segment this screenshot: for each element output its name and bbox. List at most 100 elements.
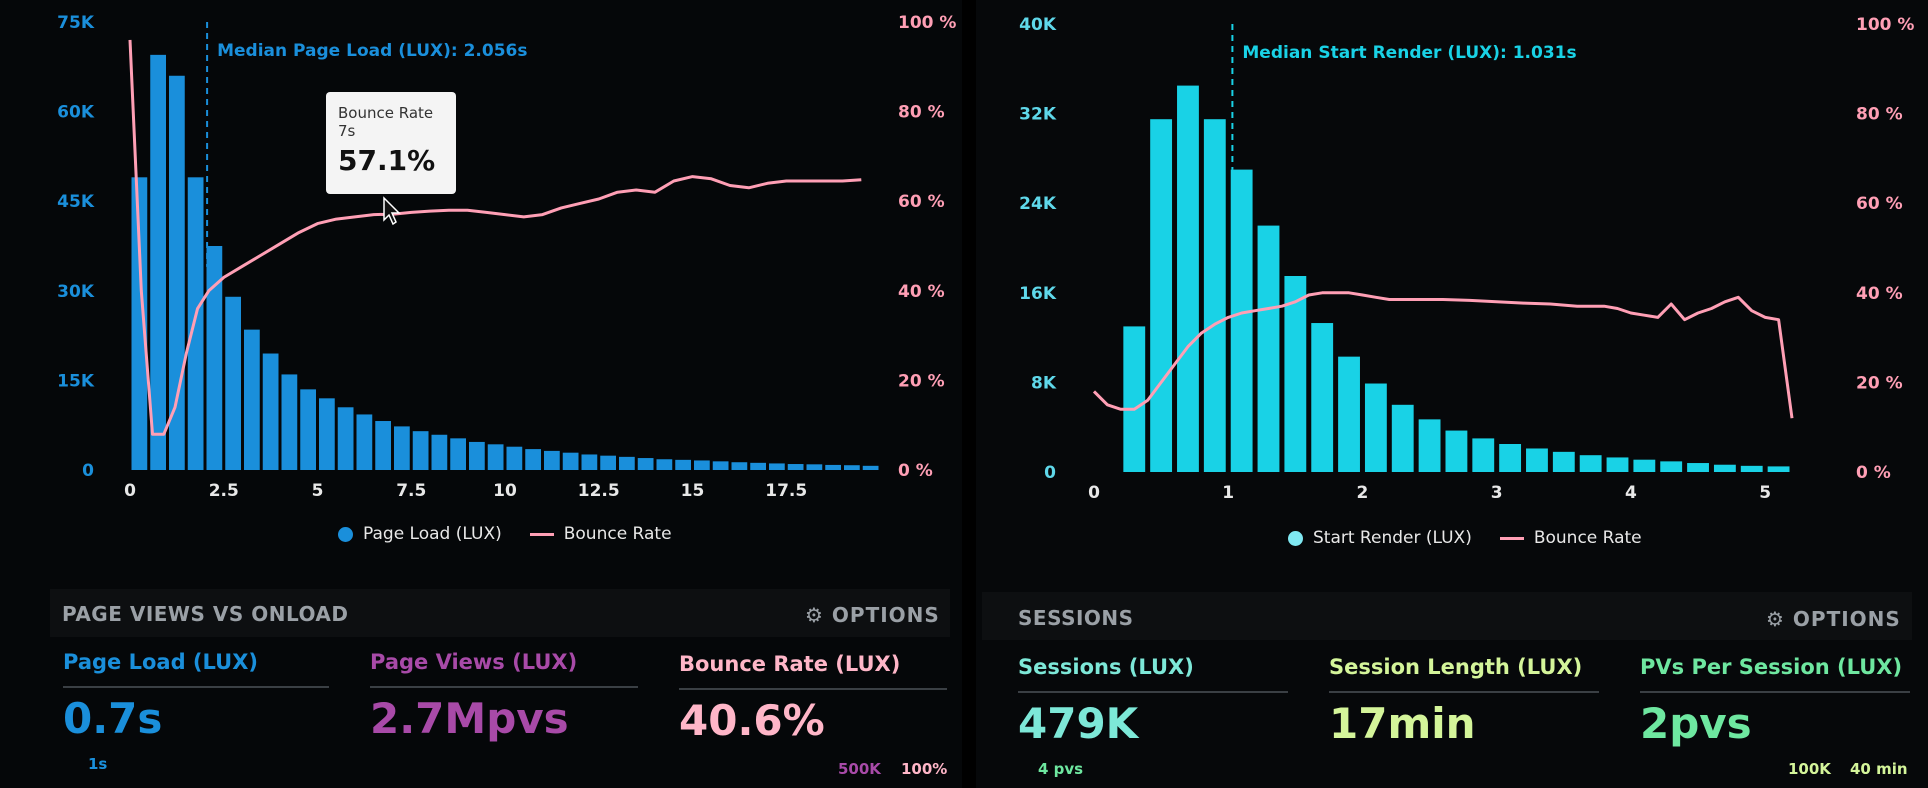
x-tick-label: 0 xyxy=(124,481,136,501)
bounce-rate-line xyxy=(128,39,862,436)
bar xyxy=(412,431,429,470)
bar xyxy=(825,464,841,470)
y2-tick-label: 0 % xyxy=(1856,463,1891,483)
gear-icon: ⚙ xyxy=(1766,607,1785,631)
y2-tick-label: 60 % xyxy=(898,192,945,212)
bar xyxy=(1606,457,1629,472)
bar xyxy=(281,374,298,470)
metric-label-bounce-rate: Bounce Rate (LUX) xyxy=(679,652,901,676)
metric-value-pvs-per-session: 2pvs xyxy=(1640,699,1752,748)
legend-item-start-render[interactable]: Start Render (LUX) xyxy=(1313,528,1472,548)
y2-tick-label: 0 % xyxy=(898,461,933,481)
y2-tick-label: 100 % xyxy=(1856,15,1914,35)
bar xyxy=(787,464,804,470)
bar xyxy=(731,462,748,470)
bar xyxy=(187,177,204,470)
bar xyxy=(750,462,766,470)
x-tick-label: 10 xyxy=(493,481,517,501)
bar xyxy=(375,421,391,470)
bar xyxy=(1767,466,1790,472)
right-panel: 0 8K 16K 24K 32K 40K 0 % 20 % 40 % 60 % 80 % 100 % 0… xyxy=(976,0,1928,788)
bar xyxy=(675,459,691,470)
options-label: OPTIONS xyxy=(831,603,940,627)
bar xyxy=(1230,169,1253,472)
bar xyxy=(844,465,860,470)
bar xyxy=(469,441,485,470)
bar xyxy=(1311,323,1334,472)
y-tick-label: 75K xyxy=(57,13,95,33)
metric-value-page-load: 0.7s xyxy=(63,694,163,743)
x-tick-label: 12.5 xyxy=(578,481,620,501)
y-tick-label: 30K xyxy=(57,282,95,302)
options-button[interactable]: ⚙ OPTIONS xyxy=(805,603,940,627)
start-render-histogram: 0 8K 16K 24K 32K 40K 0 % 20 % 40 % 60 % 80 % 100 % 0… xyxy=(1019,15,1914,503)
bar xyxy=(1687,463,1709,472)
legend-line-icon xyxy=(529,532,554,536)
bar xyxy=(506,446,523,470)
y-tick-label: 0 xyxy=(1044,463,1056,483)
bar xyxy=(169,75,185,470)
bar xyxy=(319,398,335,470)
bar xyxy=(244,329,260,470)
bar xyxy=(1364,383,1387,472)
divider xyxy=(63,686,329,688)
metric-value-bounce-rate: 40.6% xyxy=(679,696,825,745)
x-tick-label: 1 xyxy=(1222,483,1234,503)
options-button[interactable]: ⚙ OPTIONS xyxy=(1766,607,1901,631)
bar xyxy=(487,444,504,470)
metric-value-session-length: 17min xyxy=(1329,699,1476,748)
bar xyxy=(1526,448,1548,472)
bar xyxy=(1499,444,1522,472)
median-annotation: Median Page Load (LUX): 2.056s xyxy=(217,41,527,61)
metric-label-page-views: Page Views (LUX) xyxy=(370,650,578,674)
y2-tick-label: 40 % xyxy=(898,282,945,302)
tooltip-series: Bounce Rate xyxy=(338,104,434,122)
bar xyxy=(694,460,710,470)
bar xyxy=(1713,464,1736,472)
y2-tick-label: 60 % xyxy=(1856,194,1903,214)
bar xyxy=(1472,438,1495,472)
chart-legend: Start Render (LUX) Bounce Rate xyxy=(1288,528,1642,548)
legend-item-bounce-rate[interactable]: Bounce Rate xyxy=(563,524,672,544)
y2-tick-label: 80 % xyxy=(1856,105,1903,125)
bar xyxy=(544,450,560,470)
bar xyxy=(1284,276,1307,472)
bar xyxy=(1445,430,1468,472)
section-header xyxy=(50,589,950,637)
divider xyxy=(1018,691,1288,693)
legend-item-page-load[interactable]: Page Load (LUX) xyxy=(363,524,502,544)
metric-sub-left: 4 pvs xyxy=(1038,760,1084,778)
y-tick-label: 60K xyxy=(57,103,95,123)
bounce-rate-tooltip: Bounce Rate 7s 57.1% xyxy=(326,92,456,194)
gear-icon: ⚙ xyxy=(805,603,824,627)
bar xyxy=(300,389,316,470)
bar xyxy=(562,452,579,470)
bar xyxy=(619,456,635,470)
chart-legend: Page Load (LUX) Bounce Rate xyxy=(338,524,672,544)
bar xyxy=(862,465,879,470)
divider xyxy=(1329,691,1599,693)
bar xyxy=(600,455,616,470)
page-load-histogram: 0 15K 30K 45K 60K 75K 0 % 20 % 40 % 60 % 80 % 100 %… xyxy=(57,13,956,501)
section-title: PAGE VIEWS VS ONLOAD xyxy=(62,602,349,626)
metric-label-sessions: Sessions (LUX) xyxy=(1018,655,1194,679)
y-tick-label: 8K xyxy=(1031,373,1057,393)
bar xyxy=(1418,419,1441,472)
bar xyxy=(1177,85,1199,472)
legend-item-bounce-rate[interactable]: Bounce Rate xyxy=(1533,528,1642,548)
median-annotation: Median Start Render (LUX): 1.031s xyxy=(1242,43,1576,63)
bar xyxy=(262,353,279,470)
metric-label-page-load: Page Load (LUX) xyxy=(63,650,258,674)
metric-sub-mid: 100K xyxy=(1788,760,1831,778)
bar xyxy=(712,461,729,470)
x-tick-label: 17.5 xyxy=(765,481,807,501)
metric-value-sessions: 479K xyxy=(1018,699,1139,748)
y2-tick-label: 40 % xyxy=(1856,284,1903,304)
metric-sub-mid: 500K xyxy=(838,760,881,778)
y2-tick-label: 20 % xyxy=(898,371,945,391)
y2-tick-label: 80 % xyxy=(898,103,945,123)
divider xyxy=(1640,691,1910,693)
bar xyxy=(1123,326,1146,472)
x-tick-label: 7.5 xyxy=(396,481,426,501)
y-tick-label: 40K xyxy=(1019,15,1057,35)
